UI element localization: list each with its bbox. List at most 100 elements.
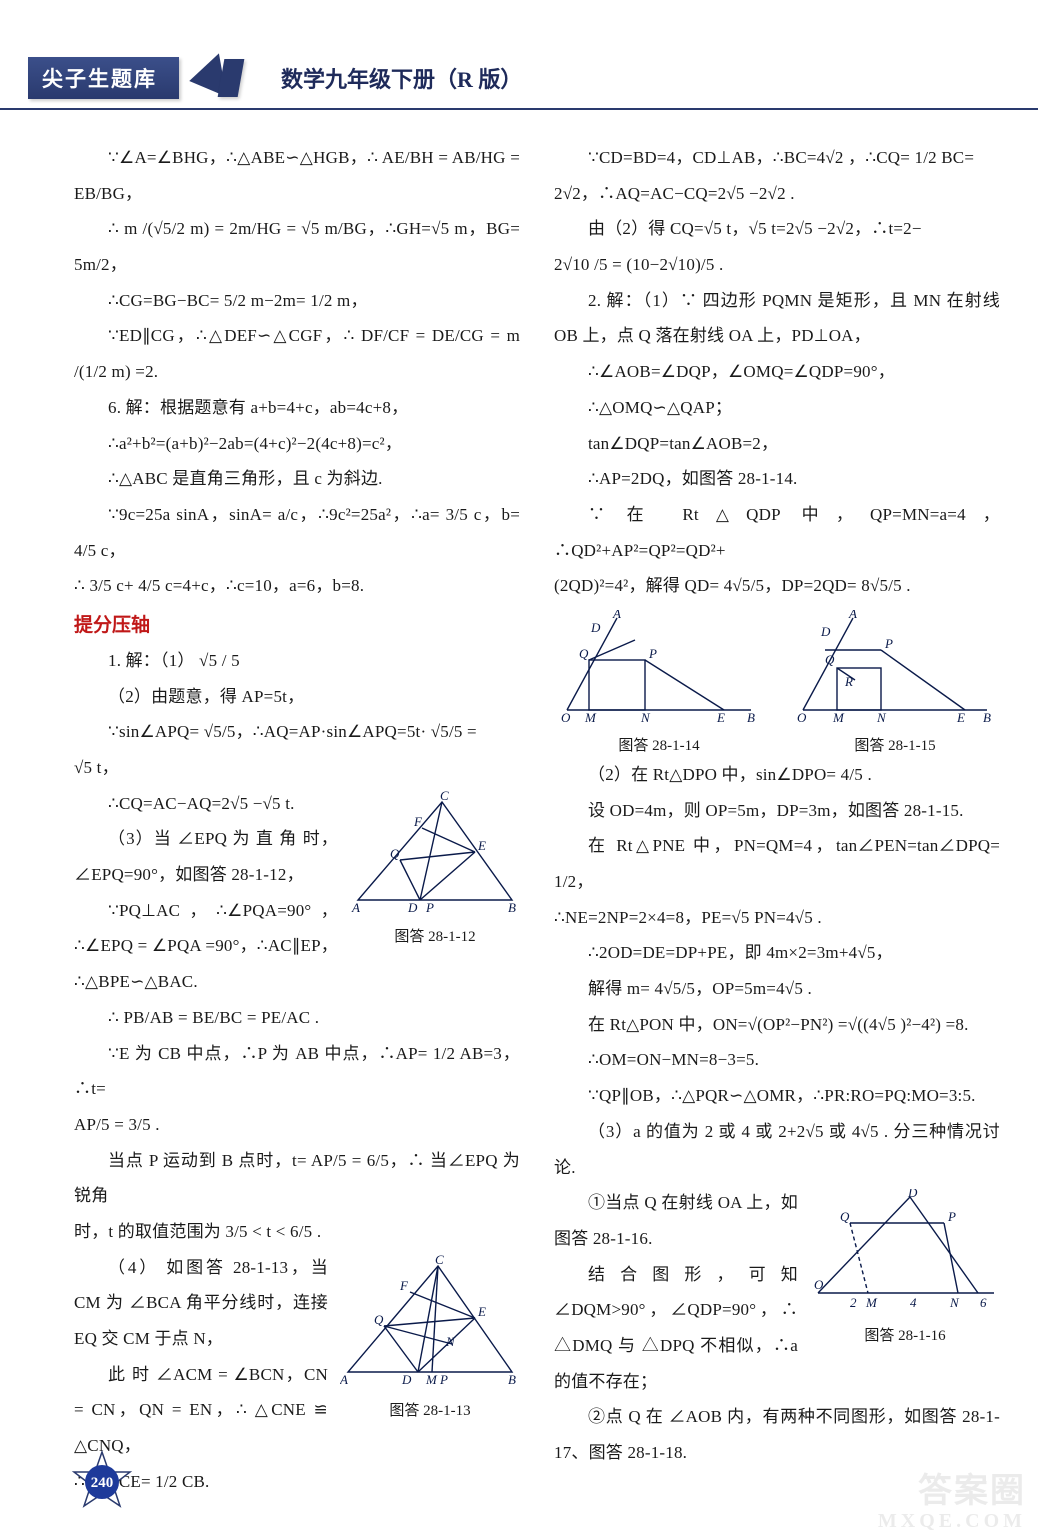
figure-28-1-15: OM NE BA DQ PR 图答 28-1-15: [795, 610, 995, 755]
svg-text:P: P: [884, 636, 893, 651]
svg-text:N: N: [640, 710, 651, 725]
svg-text:B: B: [983, 710, 991, 725]
svg-text:D: D: [590, 620, 601, 635]
text-line: ∴CQ=CE= 1/2 CB.: [74, 1464, 520, 1500]
svg-text:N: N: [445, 1334, 456, 1349]
svg-text:Q: Q: [825, 652, 835, 667]
text-line: ∵9c=25a sinA，sinA= a/c，∴9c²=25a²，∴a= 3/5…: [74, 497, 520, 568]
series-ribbon: 尖子生题库: [28, 57, 179, 99]
svg-text:B: B: [508, 1372, 516, 1387]
text-line: 2√10 /5 = (10−2√10)/5 .: [554, 247, 1000, 283]
text-line: ∴ 3/5 c+ 4/5 c=4+c，∴c=10，a=6，b=8.: [74, 568, 520, 604]
content-columns: ∵∠A=∠BHG，∴△ABE∽△HGB，∴ AE/BH = AB/HG = EB…: [74, 140, 1000, 1506]
text-line: 解得 m= 4√5/5，OP=5m=4√5 .: [554, 971, 1000, 1007]
arrow-stem: [218, 59, 245, 97]
text-line: ∵QP∥OB，∴△PQR∽△OMR，∴PR:RO=PQ:MO=3:5.: [554, 1078, 1000, 1114]
svg-text:F: F: [413, 814, 423, 829]
text-line: （3）a 的值为 2 或 4 或 2+2√5 或 4√5 . 分三种情况讨论.: [554, 1114, 1000, 1185]
svg-text:A: A: [612, 610, 621, 621]
svg-text:A: A: [848, 610, 857, 621]
svg-text:N: N: [949, 1295, 960, 1310]
svg-text:P: P: [648, 646, 657, 661]
figure-caption: 图答 28-1-16: [810, 1324, 1000, 1345]
text-line: ∴CG=BG−BC= 5/2 m−2m= 1/2 m，: [74, 283, 520, 319]
svg-text:Q: Q: [840, 1209, 850, 1224]
svg-text:N: N: [876, 710, 887, 725]
text-line: 2. 解：（1）∵ 四边形 PQMN 是矩形，且 MN 在射线 OB 上，点 Q…: [554, 283, 1000, 354]
figure-caption: 图答 28-1-13: [340, 1399, 520, 1420]
header-rule: [0, 108, 1038, 110]
svg-text:D: D: [820, 624, 831, 639]
text-line: ∵ 在 Rt△QDP 中，QP=MN=a=4，∴QD²+AP²=QP²=QD²+: [554, 497, 1000, 568]
figure-28-1-16: O 2M 4N 6 DQ P 图答 28-1-16: [810, 1189, 1000, 1345]
text-line: (2QD)²=4²，解得 QD= 4√5/5，DP=2QD= 8√5/5 .: [554, 568, 1000, 604]
svg-text:O: O: [797, 710, 807, 725]
text-line: ∴ m /(√5/2 m) = 2m/HG = √5 m/BG，∴GH=√5 m…: [74, 211, 520, 282]
section-heading: 提分压轴: [74, 610, 520, 637]
svg-text:D: D: [401, 1372, 412, 1387]
figure-28-1-12: AB CD PE QF 图答 28-1-12: [350, 790, 520, 946]
svg-text:A: A: [351, 900, 360, 915]
svg-text:P: P: [425, 900, 434, 915]
text-line: 2√2，∴AQ=AC−CQ=2√5 −2√2 .: [554, 176, 1000, 212]
svg-text:C: C: [435, 1254, 444, 1267]
svg-text:4: 4: [910, 1295, 917, 1310]
svg-text:M: M: [425, 1372, 438, 1387]
page-number: 240: [91, 1475, 114, 1491]
text-line: ∴△ABC 是直角三角形，且 c 为斜边.: [74, 461, 520, 497]
text-line: 时，t 的取值范围为 3/5 < t < 6/5 .: [74, 1214, 520, 1250]
page-header: 尖子生题库 数学九年级下册（R 版）: [28, 56, 522, 100]
text-line: 当点 P 运动到 B 点时，t= AP/5 = 6/5，∴ 当∠EPQ 为锐角: [74, 1143, 520, 1214]
figure-row: OM NE BA DQ P 图答 28-1-14: [554, 610, 1000, 755]
text-line: 1. 解：（1） √5 / 5: [74, 643, 520, 679]
svg-text:C: C: [440, 790, 449, 803]
watermark-bottom: MXQE.COM: [878, 1510, 1026, 1532]
text-line: ∴NE=2NP=2×4=8，PE=√5 PN=4√5 .: [554, 900, 1000, 936]
svg-text:P: P: [947, 1209, 956, 1224]
text-line: （2）由题意，得 AP=5t，: [74, 679, 520, 715]
svg-text:F: F: [399, 1278, 409, 1293]
svg-text:E: E: [477, 838, 486, 853]
text-line: ∵sin∠APQ= √5/5，∴AQ=AP·sin∠APQ=5t· √5/5 =: [74, 714, 520, 750]
figure-caption: 图答 28-1-15: [795, 734, 995, 755]
svg-text:Q: Q: [390, 846, 400, 861]
text-line: ∴∠AOB=∠DQP，∠OMQ=∠QDP=90°，: [554, 354, 1000, 390]
text-line: ∵ED∥CG，∴△DEF∽△CGF，∴ DF/CF = DE/CG = m /(…: [74, 318, 520, 389]
svg-text:M: M: [865, 1295, 878, 1310]
watermark: 答案圈 MXQE.COM: [878, 1473, 1026, 1532]
text-line: ∵E 为 CB 中点，∴P 为 AB 中点，∴AP= 1/2 AB=3，∴t=: [74, 1036, 520, 1107]
svg-text:M: M: [584, 710, 597, 725]
text-line: √5 t，: [74, 750, 520, 786]
text-line: ②点 Q 在 ∠AOB 内，有两种不同图形，如图答 28-1-17、图答 28-…: [554, 1399, 1000, 1470]
svg-text:6: 6: [980, 1295, 987, 1310]
figure-28-1-14: OM NE BA DQ P 图答 28-1-14: [559, 610, 759, 755]
text-line: 在 Rt△PON 中，ON=√(OP²−PN²) =√((4√5 )²−4²) …: [554, 1007, 1000, 1043]
text-line: ∵CD=BD=4，CD⊥AB，∴BC=4√2 ，∴CQ= 1/2 BC=: [554, 140, 1000, 176]
watermark-top: 答案圈: [878, 1473, 1026, 1510]
figure-28-1-13: AB CD MP EQ FN 图答 28-1-13: [340, 1254, 520, 1420]
svg-text:O: O: [561, 710, 571, 725]
text-line: ∴2OD=DE=DP+PE，即 4m×2=3m+4√5，: [554, 935, 1000, 971]
figure-caption: 图答 28-1-14: [559, 734, 759, 755]
figure-caption: 图答 28-1-12: [350, 925, 520, 946]
svg-text:R: R: [844, 674, 853, 689]
svg-text:B: B: [747, 710, 755, 725]
page-number-badge: 240: [70, 1450, 134, 1514]
text-line: 在 Rt△PNE 中，PN=QM=4，tan∠PEN=tan∠DPQ= 1/2，: [554, 828, 1000, 899]
svg-text:B: B: [508, 900, 516, 915]
svg-text:D: D: [907, 1189, 918, 1200]
svg-text:E: E: [477, 1304, 486, 1319]
text-line: ∴OM=ON−MN=8−3=5.: [554, 1042, 1000, 1078]
text-line: ∴a²+b²=(a+b)²−2ab=(4+c)²−2(4c+8)=c²，: [74, 426, 520, 462]
text-line: ∴AP=2DQ，如图答 28-1-14.: [554, 461, 1000, 497]
book-title: 数学九年级下册（R 版）: [281, 62, 522, 94]
svg-text:A: A: [340, 1372, 348, 1387]
svg-text:Q: Q: [374, 1312, 384, 1327]
svg-text:Q: Q: [579, 646, 589, 661]
text-line: ∴ PB/AB = BE/BC = PE/AC .: [74, 1000, 520, 1036]
text-line: 6. 解：根据题意有 a+b=4+c，ab=4c+8，: [74, 390, 520, 426]
text-line: tan∠DQP=tan∠AOB=2，: [554, 426, 1000, 462]
text-line: 由（2）得 CQ=√5 t，√5 t=2√5 −2√2，∴t=2−: [554, 211, 1000, 247]
text-line: ∴△OMQ∽△QAP；: [554, 390, 1000, 426]
svg-text:2: 2: [850, 1295, 857, 1310]
